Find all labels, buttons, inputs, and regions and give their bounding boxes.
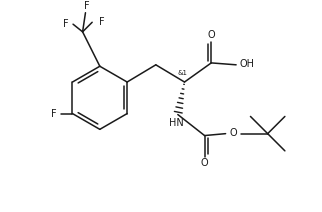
Text: F: F [84,1,89,11]
Text: HN: HN [169,118,184,128]
Text: O: O [230,128,237,138]
Text: O: O [207,30,215,40]
Text: &1: &1 [178,70,188,76]
Text: F: F [99,17,105,27]
Text: OH: OH [239,59,254,69]
Text: O: O [201,158,208,168]
Text: F: F [51,109,56,119]
Text: F: F [62,19,68,29]
